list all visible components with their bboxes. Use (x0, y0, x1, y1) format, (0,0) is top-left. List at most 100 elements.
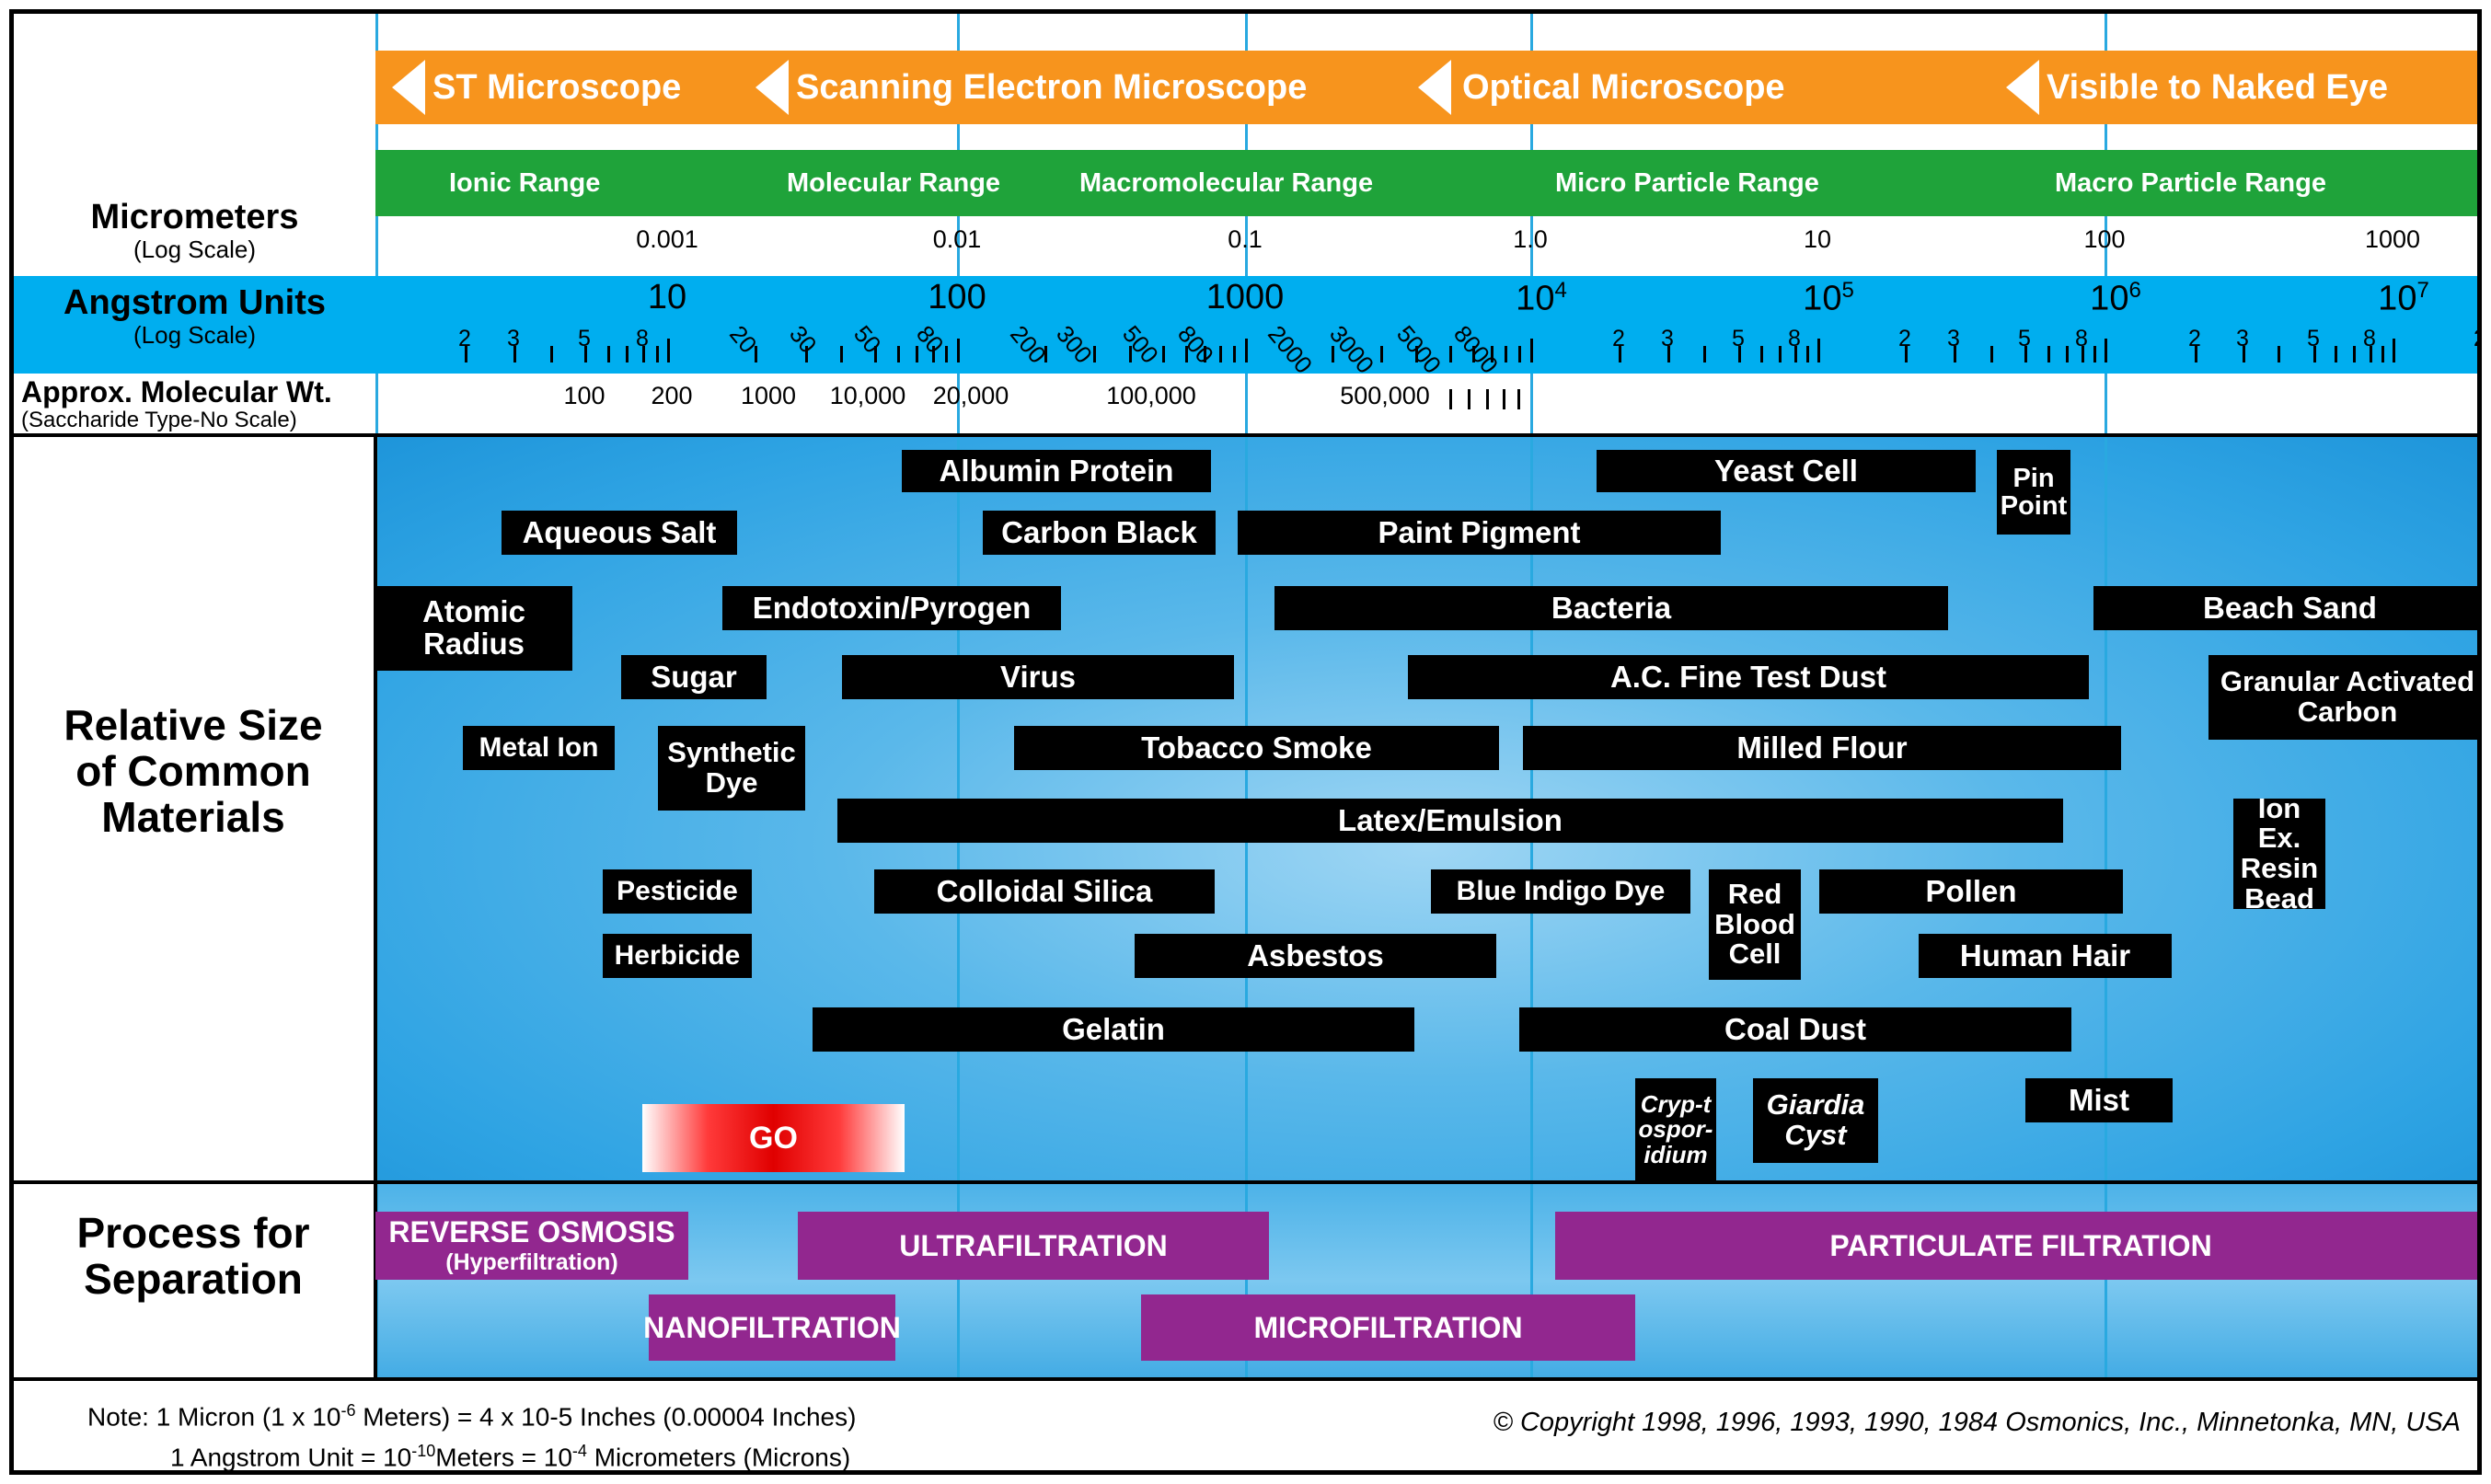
micrometer-tick: 0.001 (636, 225, 698, 253)
angstrom-tick (1990, 346, 1993, 362)
range-macromolecular: Macromolecular Range (1079, 168, 1374, 198)
scope-naked-eye: Visible to Naked Eye (2047, 68, 2389, 107)
angstrom-minor: 8 (2075, 326, 2088, 351)
angstrom-tick (874, 346, 877, 362)
range-bar: Ionic Range Molecular Range Macromolecul… (375, 150, 2477, 216)
molwt-tick (1449, 389, 1452, 409)
angstrom-tick (2105, 339, 2107, 362)
angstrom-minor: 3 (1947, 326, 1960, 351)
angstrom-major-10e6: 106 (2090, 278, 2141, 318)
material-sugar: Sugar (621, 655, 767, 699)
material-colloidal-silica: Colloidal Silica (874, 869, 1215, 914)
angstrom-major-100: 100 (928, 278, 986, 316)
material-bacteria: Bacteria (1274, 586, 1948, 630)
material-milled-flour: Milled Flour (1523, 726, 2121, 770)
angstrom-tick (2370, 346, 2372, 362)
angstrom-tick (1817, 339, 1820, 362)
material-pollen: Pollen (1819, 869, 2123, 914)
material-red-blood-cell: Red Blood Cell (1709, 869, 1801, 980)
arrow-left-icon (755, 60, 789, 115)
material-carbon-black: Carbon Black (983, 511, 1216, 555)
angstrom-tick (897, 346, 900, 362)
material-tobacco-smoke: Tobacco Smoke (1014, 726, 1499, 770)
angstrom-tick (513, 346, 516, 362)
angstrom-minor: 3 (507, 326, 520, 351)
material-endotoxin: Endotoxin/Pyrogen (722, 586, 1061, 630)
arrow-left-icon (1418, 60, 1451, 115)
material-ion-ex-resin-bead: Ion Ex. Resin Bead (2233, 793, 2325, 913)
grid-line-0.1 (1245, 14, 1248, 1380)
angstrom-tick (2313, 346, 2316, 362)
angstrom-minor: 5 (578, 326, 591, 351)
angstrom-tick (2243, 346, 2245, 362)
angstrom-minor: 800 (1172, 320, 1219, 369)
angstrom-tick (2066, 346, 2069, 362)
microscope-bar: ST Microscope Scanning Electron Microsco… (375, 51, 2477, 124)
angstrom-tick (1415, 346, 1418, 362)
molwt-tick (1486, 389, 1489, 409)
angstrom-minor: 8 (1788, 326, 1801, 351)
angstrom-tick (607, 346, 610, 362)
process-reverse-osmosis: REVERSE OSMOSIS (Hyperfiltration) (375, 1212, 688, 1280)
angstrom-minor: 2000 (1263, 320, 1319, 379)
angstrom-minor: 2 (458, 326, 471, 351)
angstrom-tick (2335, 346, 2337, 362)
material-aqueous-salt: Aqueous Salt (502, 511, 737, 555)
angstrom-tick (1233, 346, 1236, 362)
micrometer-tick: 0.1 (1228, 225, 1263, 253)
angstrom-tick (1954, 346, 1956, 362)
angstrom-tick (1162, 346, 1165, 362)
micrometer-tick: 10 (1803, 225, 1832, 253)
angstrom-minor: 2 (1898, 326, 1911, 351)
material-gelatin: Gelatin (813, 1007, 1414, 1052)
angstrom-tick (1518, 346, 1521, 362)
angstrom-tick (2082, 346, 2084, 362)
arrow-left-icon (392, 60, 425, 115)
angstrom-tick (1905, 346, 1908, 362)
angstrom-tick (584, 346, 587, 362)
angstrom-tick (1044, 346, 1047, 362)
angstrom-tick (957, 339, 960, 362)
angstrom-tick (1760, 346, 1763, 362)
angstrom-tick (1129, 346, 1132, 362)
angstrom-tick (1703, 346, 1706, 362)
material-giardia-cyst: Giardia Cyst (1753, 1078, 1878, 1163)
micrometer-tick: 100 (2083, 225, 2126, 253)
material-human-hair: Human Hair (1919, 934, 2172, 978)
angstrom-minor: 8 (636, 326, 649, 351)
divider (14, 1180, 2477, 1184)
process-ultrafiltration: ULTRAFILTRATION (798, 1212, 1269, 1280)
process-label: Process for Separation (76, 1209, 310, 1303)
material-pin-point: Pin Point (1997, 450, 2070, 535)
angstrom-tick (2480, 346, 2482, 362)
angstrom-minor: 5 (2307, 326, 2320, 351)
molwt-value: 200 (651, 382, 693, 409)
molwt-value: 100 (563, 382, 605, 409)
angstrom-tick (2195, 346, 2197, 362)
angstrom-tick (2393, 339, 2395, 362)
angstrom-tick (1619, 346, 1621, 362)
angstrom-tick (626, 346, 629, 362)
material-virus: Virus (842, 655, 1234, 699)
micrometer-tick: 0.01 (932, 225, 982, 253)
material-asbestos: Asbestos (1135, 934, 1496, 978)
angstrom-major-10e7: 107 (2378, 278, 2429, 318)
material-coal-dust: Coal Dust (1519, 1007, 2071, 1052)
angstrom-tick (932, 346, 935, 362)
angstrom-tick (465, 346, 467, 362)
material-yeast-cell: Yeast Cell (1597, 450, 1976, 492)
filtration-spectrum-chart: ST Microscope Scanning Electron Microsco… (9, 9, 2482, 1475)
angstrom-minor: 2 (2188, 326, 2201, 351)
angstrom-minor: 2 (2474, 326, 2477, 352)
angstrom-minor: 5 (2018, 326, 2031, 351)
note-angstrom: 1 Angstrom Unit = 10-10Meters = 10-4 Mic… (170, 1442, 851, 1472)
angstrom-minor: 300 (1051, 320, 1098, 369)
angstrom-minor: 3 (2236, 326, 2249, 351)
process-particulate-filtration: PARTICULATE FILTRATION (1555, 1212, 2477, 1280)
angstrom-tick (755, 346, 757, 362)
angstrom-tick (1806, 346, 1809, 362)
scope-st-microscope: ST Microscope (432, 68, 682, 107)
angstrom-minor: 5 (1732, 326, 1745, 351)
go-button[interactable]: GO (642, 1104, 905, 1172)
angstrom-tick (2047, 346, 2050, 362)
